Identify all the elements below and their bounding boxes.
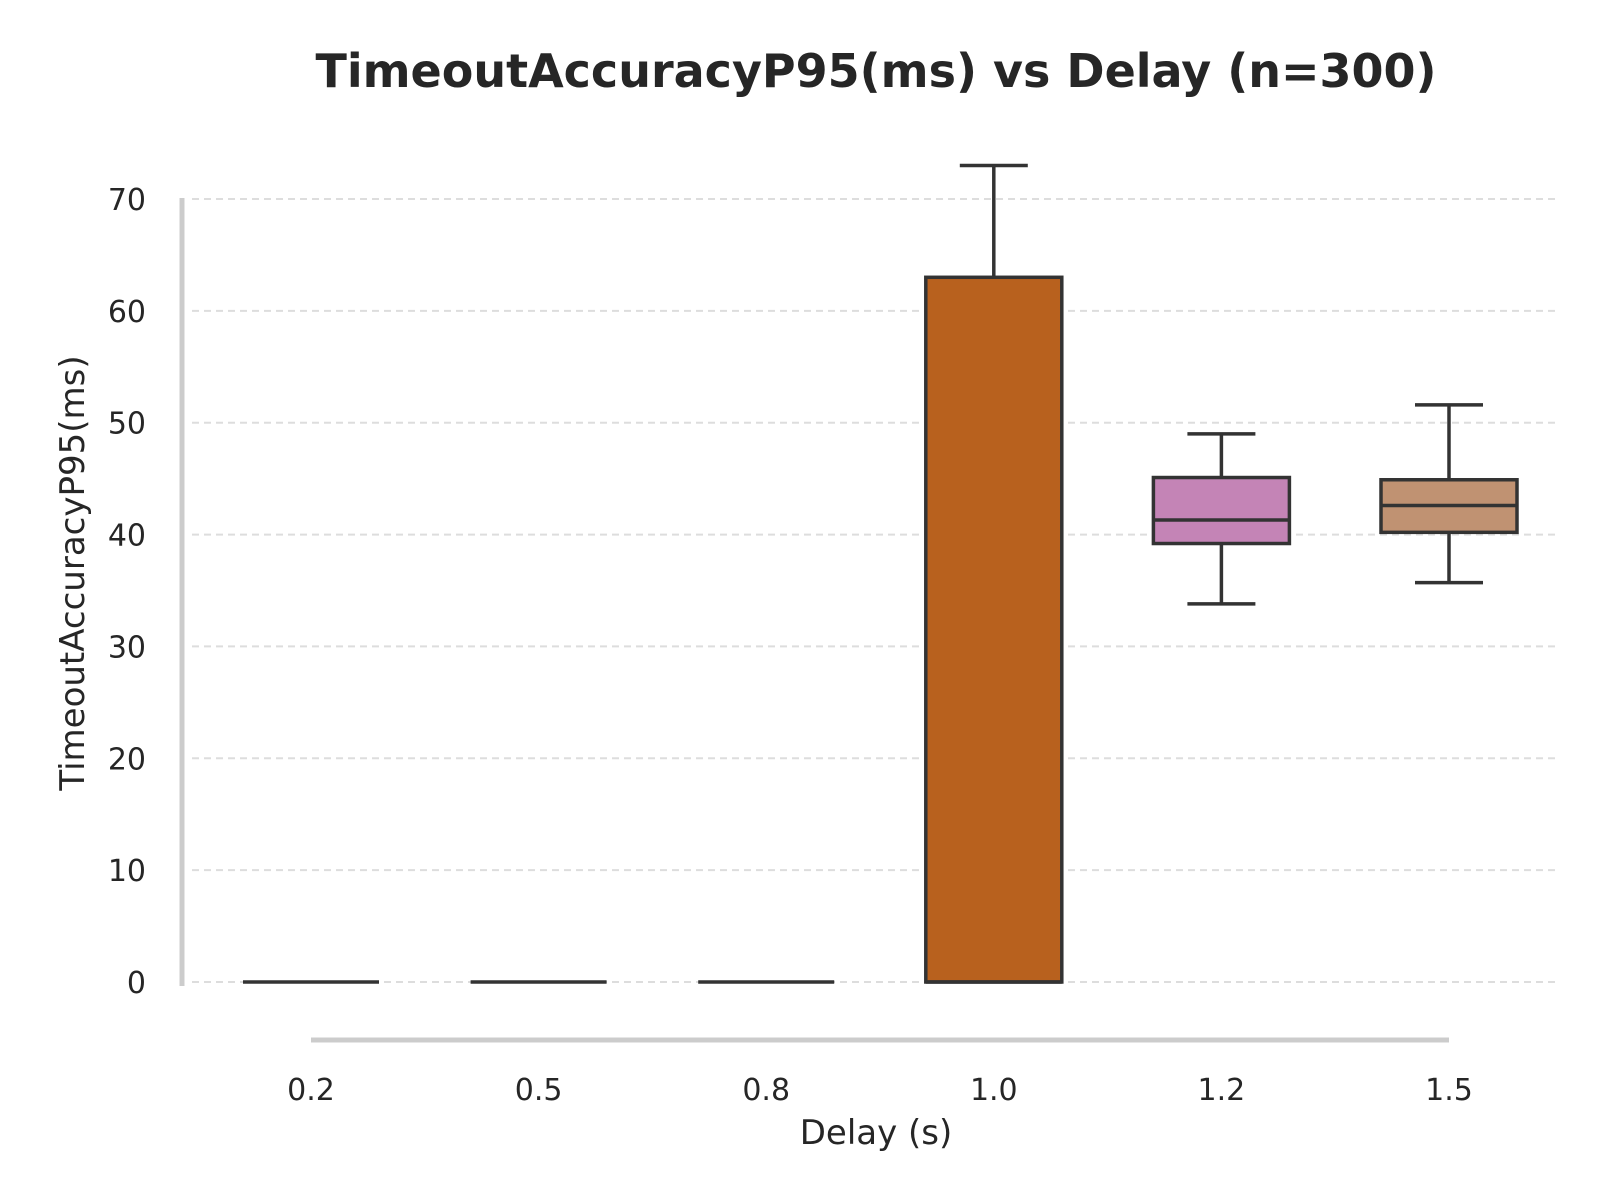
x-axis-ticks: 0.2 0.5 0.8 1.0 1.2 1.5 <box>287 1073 1473 1108</box>
x-tick-label: 0.2 <box>287 1073 335 1108</box>
chart-title: TimeoutAccuracyP95(ms) vs Delay (n=300) <box>315 44 1437 98</box>
x-tick-label: 0.8 <box>742 1073 790 1108</box>
x-axis-label: Delay (s) <box>800 1113 953 1153</box>
y-tick-label: 30 <box>108 630 146 665</box>
y-tick-label: 70 <box>108 183 146 218</box>
y-tick-label: 20 <box>108 742 146 777</box>
x-tick-label: 1.2 <box>1198 1073 1246 1108</box>
x-tick-label: 1.0 <box>970 1073 1018 1108</box>
box-body <box>924 275 1064 984</box>
box-1.0 <box>924 163 1064 984</box>
y-axis-ticks: 0 10 20 30 40 50 60 70 <box>108 183 146 1001</box>
x-tick-label: 0.5 <box>515 1073 563 1108</box>
grid-lines <box>192 198 1560 983</box>
box-1.2 <box>1151 432 1292 606</box>
y-tick-label: 60 <box>108 295 146 330</box>
x-tick-label: 1.5 <box>1425 1073 1473 1108</box>
boxes <box>243 163 1519 984</box>
y-tick-label: 0 <box>127 966 146 1001</box>
y-tick-label: 50 <box>108 407 146 442</box>
y-axis-label: TimeoutAccuracyP95(ms) <box>53 355 93 791</box>
y-tick-label: 40 <box>108 519 146 554</box>
y-tick-label: 10 <box>108 854 146 889</box>
box-body <box>1151 475 1292 546</box>
box-1.5 <box>1379 403 1519 585</box>
